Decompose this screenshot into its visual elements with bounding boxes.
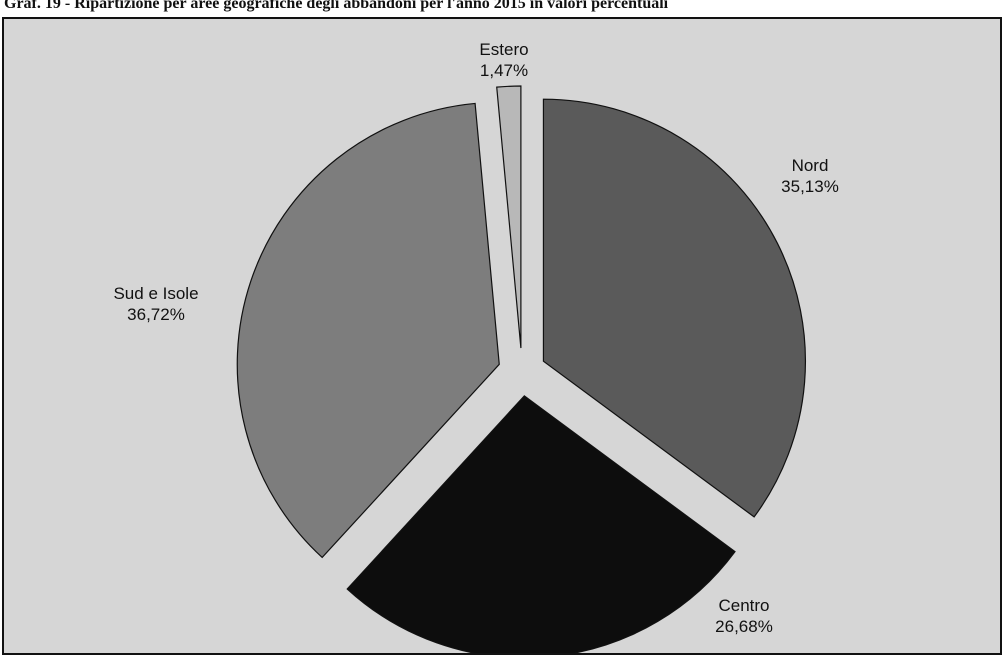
pie-slices bbox=[236, 85, 806, 653]
pie-slice-sud-e-isole bbox=[236, 102, 500, 559]
pie-chart: Nord 35,13% Centro 26,68% Sud e Isole 36,72% E… bbox=[113, 40, 839, 653]
chart-caption: Graf. 19 - Ripartizione per aree geograf… bbox=[4, 0, 669, 12]
pie-labels: Nord 35,13% Centro 26,68% Sud e Isole 36,72% E… bbox=[113, 40, 838, 636]
slice-label-nord: Nord bbox=[792, 156, 829, 175]
slice-value-centro: 26,68% bbox=[715, 617, 773, 636]
pie-slice-estero bbox=[496, 85, 522, 349]
pie-slice-nord bbox=[542, 98, 806, 518]
slice-label-sud-e-isole: Sud e Isole bbox=[113, 284, 198, 303]
slice-value-estero: 1,47% bbox=[480, 61, 528, 80]
slice-value-nord: 35,13% bbox=[781, 177, 839, 196]
slice-label-centro: Centro bbox=[718, 596, 769, 615]
pie-slice-centro bbox=[346, 395, 736, 653]
slice-value-sud-e-isole: 36,72% bbox=[127, 305, 185, 324]
chart-frame: Nord 35,13% Centro 26,68% Sud e Isole 36,72% E… bbox=[2, 17, 1002, 655]
slice-label-estero: Estero bbox=[479, 40, 528, 59]
